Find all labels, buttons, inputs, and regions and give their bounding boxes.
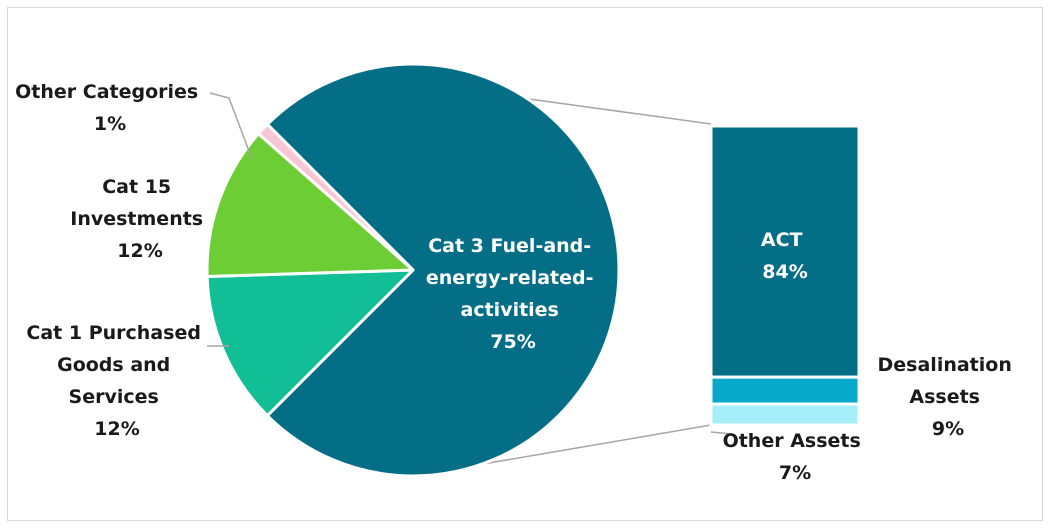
label-cat15-line-1: Cat 15	[102, 176, 171, 198]
label-act-line-1: ACT	[761, 229, 803, 251]
leader-line-other-assets	[710, 431, 733, 435]
label-cat1-line-3: Services	[69, 386, 159, 408]
bar-segment-desalination-assets	[709, 375, 861, 406]
label-cat15-line-2: Investments	[70, 208, 203, 230]
pie-slices	[205, 62, 621, 478]
leader-line-other-categories	[209, 92, 253, 160]
label-desal-line-3: 9%	[932, 418, 964, 440]
label-other-assets: Other Assets 7%	[723, 430, 868, 484]
bar-segment-other-assets	[709, 402, 861, 427]
label-other-categories-line-1: Other Categories	[15, 81, 198, 103]
label-cat15: Cat 15 Investments 12%	[70, 176, 210, 262]
label-act-line-2: 84%	[762, 261, 807, 283]
label-cat1-line-2: Goods and	[57, 354, 170, 376]
bar-segment-act	[709, 124, 861, 379]
label-cat3-line-1: Cat 3 Fuel-and-	[428, 235, 591, 257]
label-other-categories-line-2: 1%	[94, 113, 126, 135]
label-cat3: Cat 3 Fuel-and- energy-related- activiti…	[426, 235, 600, 353]
label-cat1: Cat 1 Purchased Goods and Services 12%	[26, 322, 207, 440]
pie-slice-cat3	[265, 62, 621, 478]
pie-slice-cat1	[205, 268, 415, 418]
label-desal-line-2: Assets	[909, 386, 980, 408]
label-cat3-line-2: energy-related-	[426, 267, 594, 289]
label-desal-line-1: Desalination	[878, 354, 1012, 376]
label-cat1-line-4: 12%	[94, 418, 139, 440]
bar-segments	[709, 124, 861, 427]
label-other-assets-line-2: 7%	[779, 462, 811, 484]
label-cat3-line-3: activities	[461, 299, 559, 321]
label-desalination-assets: Desalination Assets 9%	[878, 354, 1019, 440]
label-cat3-line-4: 75%	[490, 331, 535, 353]
label-cat15-line-3: 12%	[117, 240, 162, 262]
label-cat1-line-1: Cat 1 Purchased	[26, 322, 201, 344]
chart-frame	[7, 7, 1043, 521]
pie-slice-other-categories	[256, 122, 415, 272]
pie-slice-cat15	[205, 132, 415, 278]
label-act: ACT 84%	[761, 229, 809, 283]
label-other-categories: Other Categories 1%	[15, 81, 205, 135]
label-other-assets-line-1: Other Assets	[723, 430, 861, 452]
